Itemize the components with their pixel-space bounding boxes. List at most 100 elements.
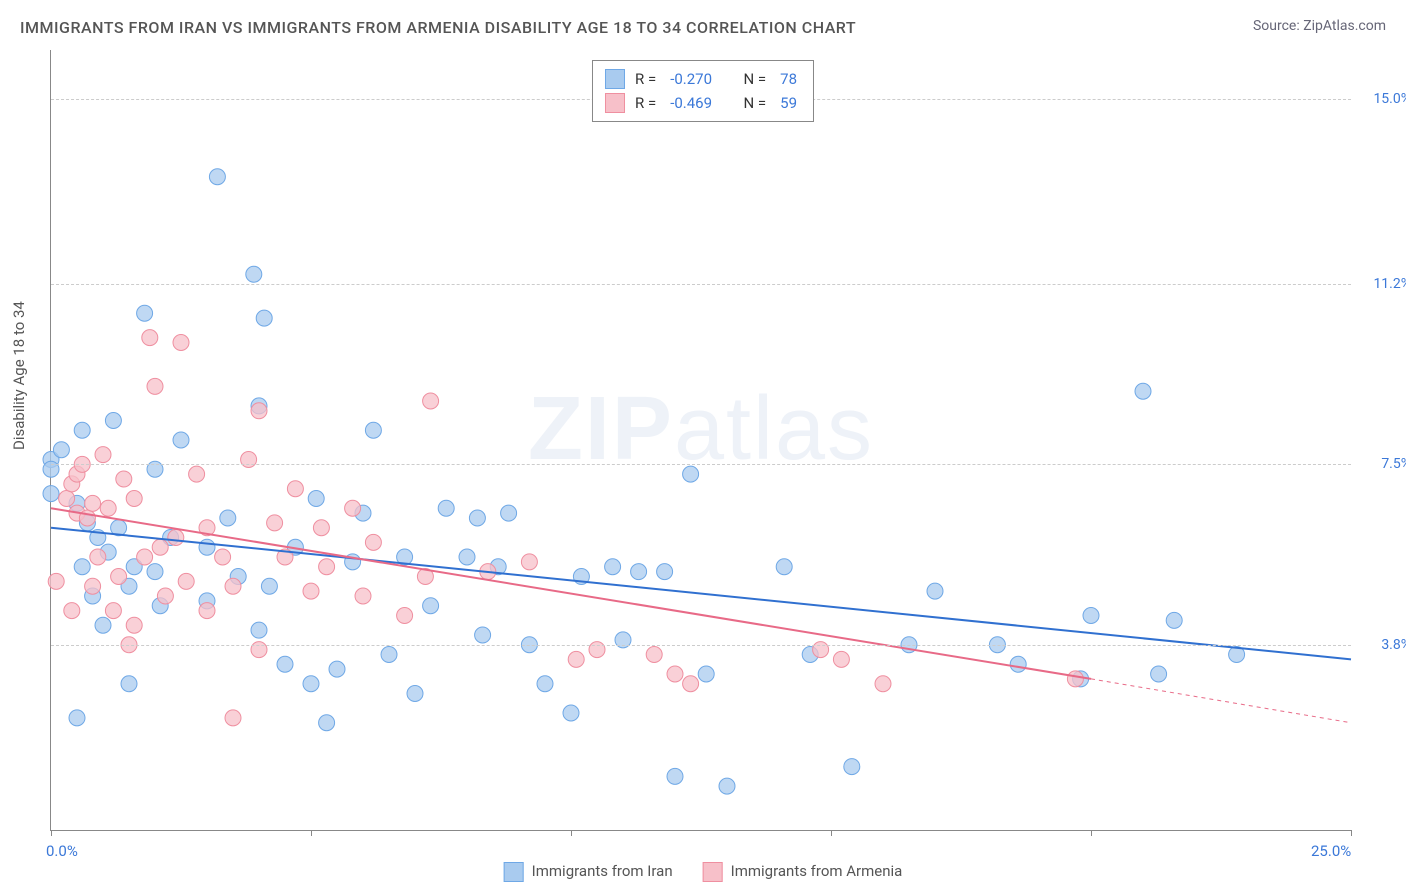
data-point-armenia xyxy=(173,335,189,351)
data-point-armenia xyxy=(365,534,381,550)
data-point-iran xyxy=(303,676,319,692)
data-point-iran xyxy=(423,598,439,614)
legend-row-iran: R =-0.270 N =78 xyxy=(605,67,801,91)
data-point-iran xyxy=(173,432,189,448)
xtick-mark xyxy=(831,830,832,836)
data-point-iran xyxy=(251,622,267,638)
data-point-armenia xyxy=(126,491,142,507)
data-point-iran xyxy=(209,169,225,185)
ytick-label: 15.0% xyxy=(1356,91,1406,107)
legend-swatch xyxy=(605,93,625,113)
data-point-armenia xyxy=(100,500,116,516)
data-point-armenia xyxy=(683,676,699,692)
data-point-armenia xyxy=(423,393,439,409)
data-point-iran xyxy=(844,759,860,775)
data-point-iran xyxy=(381,647,397,663)
data-point-armenia xyxy=(225,710,241,726)
data-point-armenia xyxy=(168,530,184,546)
data-point-armenia xyxy=(59,491,75,507)
gridline xyxy=(51,645,1351,646)
data-point-iran xyxy=(74,559,90,575)
data-point-armenia xyxy=(215,549,231,565)
data-point-armenia xyxy=(319,559,335,575)
data-point-armenia xyxy=(152,539,168,555)
data-point-iran xyxy=(147,564,163,580)
ytick-label: 3.8% xyxy=(1356,637,1406,653)
data-point-iran xyxy=(319,715,335,731)
data-point-armenia xyxy=(225,578,241,594)
data-point-iran xyxy=(927,583,943,599)
gridline xyxy=(51,284,1351,285)
data-point-armenia xyxy=(397,608,413,624)
data-point-armenia xyxy=(48,573,64,589)
data-point-iran xyxy=(1166,612,1182,628)
data-point-iran xyxy=(631,564,647,580)
data-point-iran xyxy=(605,559,621,575)
data-point-armenia xyxy=(64,603,80,619)
data-point-iran xyxy=(277,656,293,672)
data-point-iran xyxy=(1010,656,1026,672)
data-point-iran xyxy=(256,310,272,326)
source-label: Source: ZipAtlas.com xyxy=(1253,18,1386,34)
data-point-iran xyxy=(261,578,277,594)
data-point-armenia xyxy=(667,666,683,682)
data-point-armenia xyxy=(90,549,106,565)
xtick-label: 25.0% xyxy=(1311,842,1351,860)
data-point-iran xyxy=(199,539,215,555)
legend-n-value: 59 xyxy=(780,94,797,112)
xtick-mark xyxy=(1091,830,1092,836)
xtick-mark xyxy=(1351,830,1352,836)
data-point-armenia xyxy=(355,588,371,604)
legend-label: Immigrants from Armenia xyxy=(731,862,903,880)
data-point-armenia xyxy=(85,495,101,511)
data-point-iran xyxy=(74,422,90,438)
data-point-iran xyxy=(475,627,491,643)
data-point-armenia xyxy=(142,330,158,346)
data-point-armenia xyxy=(521,554,537,570)
data-point-iran xyxy=(53,442,69,458)
data-point-armenia xyxy=(116,471,132,487)
y-axis-label: Disability Age 18 to 34 xyxy=(10,301,28,450)
data-point-armenia xyxy=(345,500,361,516)
data-point-armenia xyxy=(199,603,215,619)
xtick-label: 0.0% xyxy=(46,842,78,860)
trendline-iran xyxy=(51,528,1351,660)
legend-r-label: R = xyxy=(635,70,656,88)
chart-svg xyxy=(51,50,1351,830)
data-point-iran xyxy=(501,505,517,521)
data-point-iran xyxy=(683,466,699,482)
xtick-mark xyxy=(571,830,572,836)
legend-r-value: -0.270 xyxy=(670,70,712,88)
data-point-armenia xyxy=(157,588,173,604)
correlation-legend: R =-0.270 N =78R =-0.469 N =59 xyxy=(592,60,814,122)
legend-swatch xyxy=(605,69,625,89)
data-point-iran xyxy=(1151,666,1167,682)
legend-r-value: -0.469 xyxy=(670,94,712,112)
data-point-iran xyxy=(95,617,111,633)
data-point-iran xyxy=(459,549,475,565)
data-point-armenia xyxy=(833,651,849,667)
data-point-iran xyxy=(563,705,579,721)
legend-row-armenia: R =-0.469 N =59 xyxy=(605,91,801,115)
chart-title: IMMIGRANTS FROM IRAN VS IMMIGRANTS FROM … xyxy=(20,18,856,37)
data-point-iran xyxy=(469,510,485,526)
data-point-armenia xyxy=(95,447,111,463)
legend-swatch xyxy=(504,862,524,882)
data-point-armenia xyxy=(137,549,153,565)
data-point-iran xyxy=(246,266,262,282)
legend-swatch xyxy=(703,862,723,882)
data-point-iran xyxy=(438,500,454,516)
data-point-armenia xyxy=(178,573,194,589)
data-point-iran xyxy=(719,778,735,794)
data-point-armenia xyxy=(111,569,127,585)
data-point-iran xyxy=(121,676,137,692)
data-point-iran xyxy=(220,510,236,526)
legend-item-iran: Immigrants from Iran xyxy=(504,862,673,882)
data-point-armenia xyxy=(303,583,319,599)
data-point-armenia xyxy=(126,617,142,633)
data-point-iran xyxy=(537,676,553,692)
data-point-iran xyxy=(365,422,381,438)
data-point-iran xyxy=(1083,608,1099,624)
data-point-armenia xyxy=(267,515,283,531)
ytick-label: 7.5% xyxy=(1356,456,1406,472)
